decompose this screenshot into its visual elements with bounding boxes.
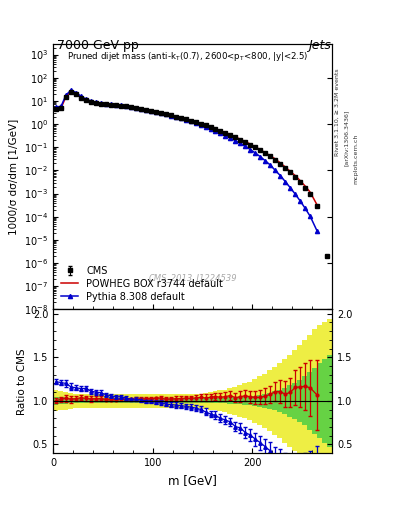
POWHEG BOX r3744 default xyxy=(258,146,263,153)
POWHEG BOX r3744 default xyxy=(69,89,73,95)
Line: POWHEG BOX r3744 default: POWHEG BOX r3744 default xyxy=(56,92,317,205)
Legend: CMS, POWHEG BOX r3744 default, Pythia 8.308 default: CMS, POWHEG BOX r3744 default, Pythia 8.… xyxy=(58,263,226,305)
Pythia 8.308 default xyxy=(258,154,263,160)
POWHEG BOX r3744 default xyxy=(315,202,320,208)
Text: Pruned dijet mass (anti-k$_\mathregular{T}$(0.7), 2600<p$_\mathregular{T}$<800, : Pruned dijet mass (anti-k$_\mathregular{… xyxy=(67,50,309,63)
POWHEG BOX r3744 default xyxy=(129,103,133,110)
Y-axis label: Ratio to CMS: Ratio to CMS xyxy=(17,348,27,415)
Pythia 8.308 default xyxy=(315,228,320,234)
Pythia 8.308 default xyxy=(208,126,213,132)
Pythia 8.308 default xyxy=(213,128,218,134)
POWHEG BOX r3744 default xyxy=(208,124,213,130)
Text: 7000 GeV pp: 7000 GeV pp xyxy=(57,39,139,52)
POWHEG BOX r3744 default xyxy=(288,168,292,175)
POWHEG BOX r3744 default xyxy=(54,106,59,112)
Y-axis label: 1000/σ dσ/dm [1/GeV]: 1000/σ dσ/dm [1/GeV] xyxy=(8,118,18,234)
Text: CMS_2013_I1224539: CMS_2013_I1224539 xyxy=(148,273,237,282)
Pythia 8.308 default xyxy=(288,185,292,191)
POWHEG BOX r3744 default xyxy=(213,125,218,132)
Text: Jets: Jets xyxy=(309,39,331,52)
Pythia 8.308 default xyxy=(129,103,133,110)
Pythia 8.308 default xyxy=(54,104,59,110)
Line: Pythia 8.308 default: Pythia 8.308 default xyxy=(54,88,319,233)
X-axis label: m [GeV]: m [GeV] xyxy=(168,474,217,486)
Text: [arXiv:1306.3436]: [arXiv:1306.3436] xyxy=(344,110,349,166)
Pythia 8.308 default xyxy=(69,87,73,93)
Text: mcplots.cern.ch: mcplots.cern.ch xyxy=(353,134,358,184)
POWHEG BOX r3744 default xyxy=(223,130,228,136)
Text: Rivet 3.1.10, ≥ 3.2M events: Rivet 3.1.10, ≥ 3.2M events xyxy=(335,69,340,157)
Pythia 8.308 default xyxy=(223,133,228,139)
